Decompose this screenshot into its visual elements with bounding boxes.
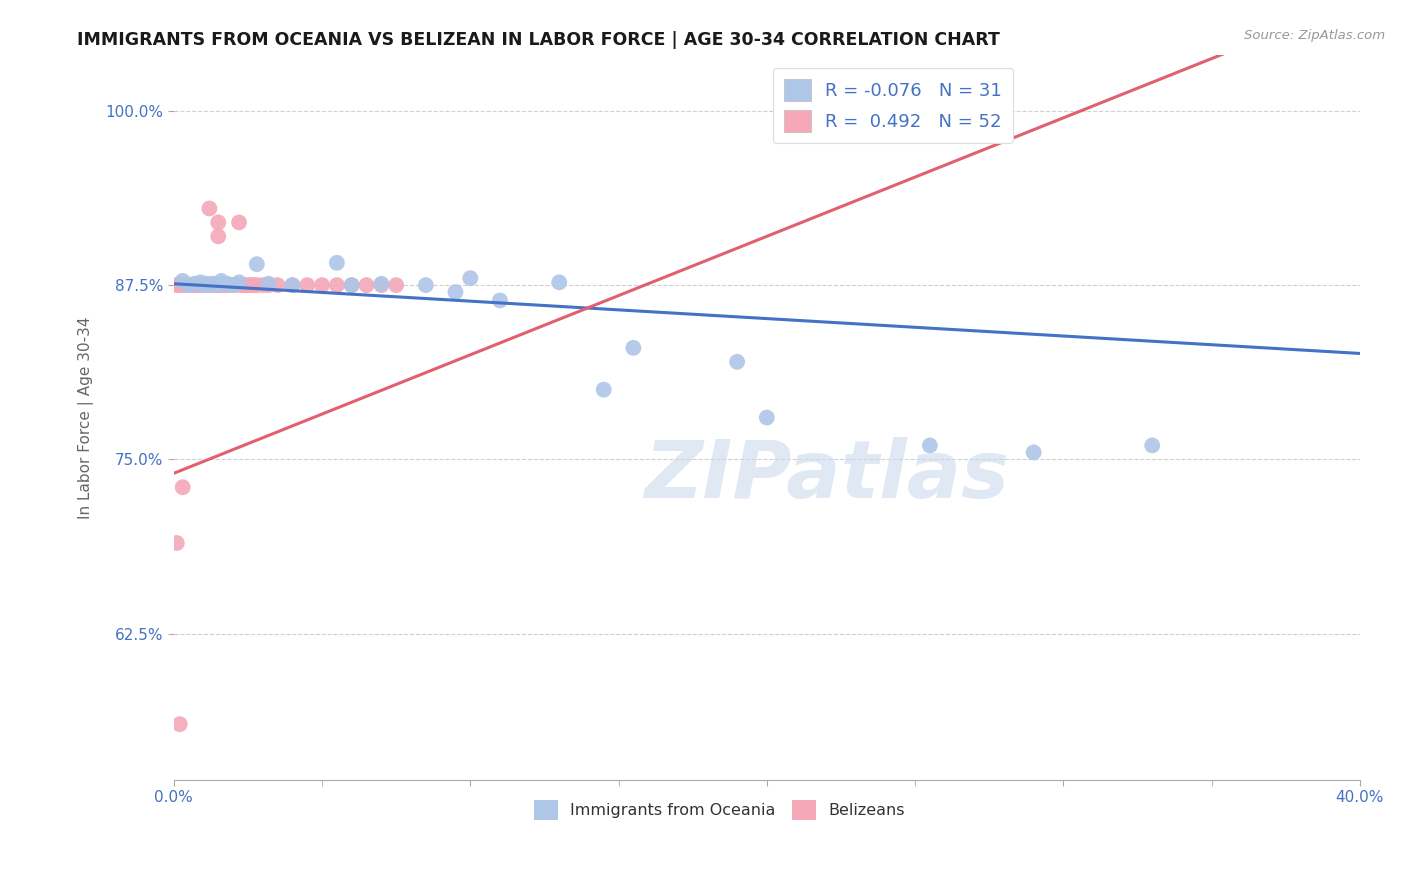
Point <box>183 277 205 291</box>
Point <box>209 278 232 293</box>
Point <box>193 278 215 293</box>
Point <box>228 276 250 290</box>
Point <box>195 278 218 293</box>
Point <box>217 277 239 291</box>
Point <box>174 278 197 293</box>
Point <box>233 278 256 293</box>
Point <box>172 480 194 494</box>
Point <box>239 278 262 293</box>
Text: Source: ZipAtlas.com: Source: ZipAtlas.com <box>1244 29 1385 42</box>
Point <box>190 278 212 293</box>
Point <box>201 278 224 293</box>
Point <box>415 278 437 293</box>
Point <box>548 276 571 290</box>
Text: ZIPatlas: ZIPatlas <box>644 436 1008 515</box>
Y-axis label: In Labor Force | Age 30-34: In Labor Force | Age 30-34 <box>79 317 94 519</box>
Point <box>243 278 266 293</box>
Point <box>1022 445 1045 459</box>
Point <box>217 278 239 293</box>
Point <box>195 277 218 291</box>
Point <box>222 278 245 293</box>
Point <box>177 278 200 293</box>
Point <box>190 276 212 290</box>
Point <box>169 278 191 293</box>
Point <box>246 257 269 271</box>
Point <box>1142 438 1164 452</box>
Point <box>219 278 242 293</box>
Point <box>458 271 481 285</box>
Point <box>207 278 229 293</box>
Point <box>177 278 200 293</box>
Point <box>252 278 274 293</box>
Point <box>236 278 259 293</box>
Point <box>193 278 215 293</box>
Point <box>172 274 194 288</box>
Point <box>186 278 208 293</box>
Point <box>297 278 319 293</box>
Point <box>198 278 221 293</box>
Point <box>257 277 280 291</box>
Point <box>340 278 363 293</box>
Point <box>222 278 245 293</box>
Point <box>209 274 232 288</box>
Point <box>204 278 226 293</box>
Point <box>172 278 194 293</box>
Point <box>257 278 280 293</box>
Point <box>212 278 235 293</box>
Point <box>281 278 304 293</box>
Point <box>444 285 467 299</box>
Legend: Immigrants from Oceania, Belizeans: Immigrants from Oceania, Belizeans <box>527 794 911 826</box>
Point <box>281 278 304 293</box>
Point <box>326 278 349 293</box>
Point <box>186 278 208 293</box>
Point <box>326 256 349 270</box>
Point <box>592 383 614 397</box>
Point <box>207 229 229 244</box>
Point <box>356 278 378 293</box>
Point <box>311 278 333 293</box>
Point <box>231 278 253 293</box>
Point <box>183 278 205 293</box>
Point <box>166 278 188 293</box>
Point <box>228 215 250 229</box>
Point <box>209 278 232 293</box>
Text: IMMIGRANTS FROM OCEANIA VS BELIZEAN IN LABOR FORCE | AGE 30-34 CORRELATION CHART: IMMIGRANTS FROM OCEANIA VS BELIZEAN IN L… <box>77 31 1000 49</box>
Point <box>755 410 778 425</box>
Point <box>385 278 408 293</box>
Point <box>621 341 644 355</box>
Point <box>180 278 202 293</box>
Point <box>201 278 224 293</box>
Point <box>225 278 247 293</box>
Point <box>246 278 269 293</box>
Point <box>174 278 197 293</box>
Point <box>172 278 194 293</box>
Point <box>725 355 748 369</box>
Point <box>370 278 392 293</box>
Point <box>489 293 512 308</box>
Point <box>193 278 215 293</box>
Point <box>169 717 191 731</box>
Point <box>195 278 218 293</box>
Point <box>918 438 941 452</box>
Point <box>340 278 363 293</box>
Point <box>166 536 188 550</box>
Point <box>198 278 221 293</box>
Point <box>201 277 224 291</box>
Point <box>198 202 221 216</box>
Point <box>266 278 288 293</box>
Point <box>370 277 392 291</box>
Point <box>207 278 229 293</box>
Point <box>207 215 229 229</box>
